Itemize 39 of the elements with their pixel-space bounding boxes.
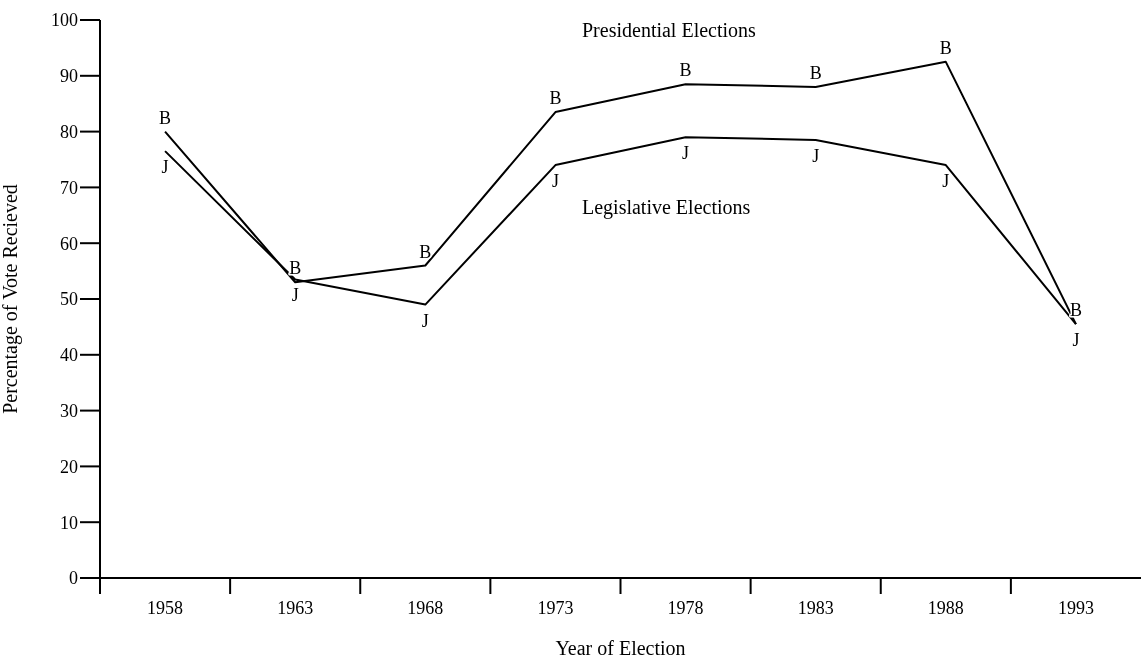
y-tick-label: 20 — [60, 456, 78, 477]
x-tick-label: 1993 — [1057, 598, 1094, 618]
text: J — [1072, 330, 1080, 351]
text: B — [679, 60, 692, 81]
y-tick-label: 0 — [69, 568, 78, 589]
annotation: Legislative Elections — [582, 196, 751, 219]
text: J — [551, 171, 559, 192]
text: B — [419, 241, 432, 262]
x-tick-label: 1963 — [277, 598, 314, 618]
text: B — [549, 88, 562, 109]
y-tick-label: 60 — [60, 233, 78, 254]
text: J — [291, 285, 299, 306]
text: J — [812, 145, 820, 166]
series-label: B — [1069, 300, 1082, 321]
text: B — [159, 107, 172, 128]
y-tick-label: 70 — [60, 177, 78, 198]
y-tick-label: 40 — [60, 345, 78, 366]
text: B — [939, 37, 952, 58]
x-axis-title: Year of Election — [555, 637, 686, 659]
text: B — [289, 258, 302, 279]
text: J — [682, 143, 690, 164]
x-tick-label: 1983 — [797, 598, 834, 618]
x-tick-label: 1958 — [147, 598, 184, 618]
x-tick-label: 1973 — [537, 598, 574, 618]
y-tick-label: 10 — [60, 512, 78, 533]
x-tick-label: 1968 — [407, 598, 444, 618]
series-label: J — [942, 171, 950, 192]
text: J — [161, 157, 169, 178]
annotation: Presidential Elections — [582, 19, 757, 41]
x-tick-label: 1988 — [927, 598, 964, 618]
y-tick-label: 50 — [60, 289, 78, 310]
x-tick-label: 1978 — [667, 598, 704, 618]
y-axis-title: Percentage of Vote Recieved — [0, 184, 23, 414]
text: J — [421, 310, 429, 331]
text: B — [809, 62, 822, 83]
y-tick-label: 100 — [51, 10, 78, 31]
y-tick-label: 90 — [60, 66, 78, 87]
y-tick-label: 80 — [60, 121, 78, 142]
y-tick-label: 30 — [60, 400, 78, 421]
